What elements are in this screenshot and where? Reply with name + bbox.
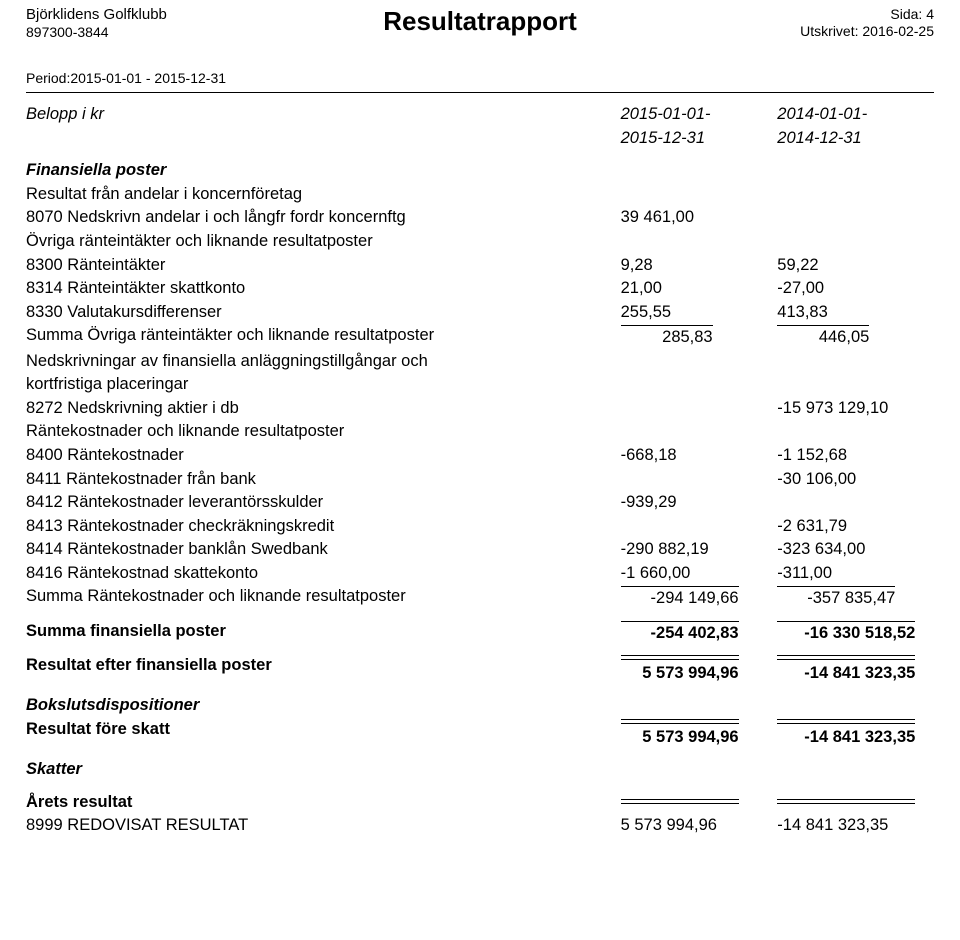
col2-bot: 2015-12-31 xyxy=(621,127,778,151)
row-val-b: -1 152,68 xyxy=(777,444,934,468)
row-label: 8411 Räntekostnader från bank xyxy=(26,467,621,491)
row-val-b: -30 106,00 xyxy=(777,467,934,491)
row-val-b: 413,83 xyxy=(777,300,934,324)
table-row: 8330 Valutakursdifferenser 255,55 413,83 xyxy=(26,300,934,324)
table-row: 8070 Nedskrivn andelar i och långfr ford… xyxy=(26,206,934,230)
header-right: Sida: 4 Utskrivet: 2016-02-25 xyxy=(800,6,934,40)
table-row: Räntekostnader och liknande resultatpost… xyxy=(26,420,934,444)
rule-cell xyxy=(777,790,934,814)
row-val-a: 5 573 994,96 xyxy=(621,718,778,750)
row-val-b: -311,00 xyxy=(777,561,934,585)
row-val-b: -14 841 323,35 xyxy=(777,718,934,750)
section-dispositions: Bokslutsdispositioner xyxy=(26,694,621,718)
table-row-result-heading: Årets resultat xyxy=(26,790,934,814)
row-val-b: -27,00 xyxy=(777,277,934,301)
table-row: 8412 Räntekostnader leverantörsskulder -… xyxy=(26,491,934,515)
column-header-row-2: 2015-12-31 2014-12-31 xyxy=(26,127,934,151)
table-row: Övriga ränteintäkter och liknande result… xyxy=(26,230,934,254)
table-row: 8416 Räntekostnad skattekonto -1 660,00 … xyxy=(26,561,934,585)
table-row: kortfristiga placeringar xyxy=(26,373,934,397)
table-row: 8413 Räntekostnader checkräkningskredit … xyxy=(26,514,934,538)
table-row: 8400 Räntekostnader -668,18 -1 152,68 xyxy=(26,444,934,468)
header-separator xyxy=(26,92,934,93)
table-row: 8414 Räntekostnader banklån Swedbank -29… xyxy=(26,538,934,562)
row-val-a: 285,83 xyxy=(621,324,778,350)
row-label: 8416 Räntekostnad skattekonto xyxy=(26,561,621,585)
row-val-b: -14 841 323,35 xyxy=(777,654,934,686)
table-row-sum: Summa Räntekostnader och liknande result… xyxy=(26,585,934,611)
period-range: Period:2015-01-01 - 2015-12-31 xyxy=(26,70,934,86)
col3-top: 2014-01-01- xyxy=(777,103,934,127)
table-row: 8272 Nedskrivning aktier i db -15 973 12… xyxy=(26,397,934,421)
row-label: 8413 Räntekostnader checkräkningskredit xyxy=(26,514,621,538)
section-heading: Bokslutsdispositioner xyxy=(26,694,934,718)
row-val-a: -254 402,83 xyxy=(621,619,778,645)
table-row-sum: Summa Övriga ränteintäkter och liknande … xyxy=(26,324,934,350)
row-val-a: 255,55 xyxy=(621,300,778,324)
row-val-a: -294 149,66 xyxy=(621,585,778,611)
row-label: 8314 Ränteintäkter skattkonto xyxy=(26,277,621,301)
row-val-a: -668,18 xyxy=(621,444,778,468)
row-label: 8070 Nedskrivn andelar i och långfr ford… xyxy=(26,206,621,230)
row-label: Summa Räntekostnader och liknande result… xyxy=(26,585,621,611)
section-heading: Finansiella poster xyxy=(26,159,934,183)
report-title: Resultatrapport xyxy=(26,6,934,37)
table-row: Nedskrivningar av finansiella anläggning… xyxy=(26,349,934,373)
row-val-a: 5 573 994,96 xyxy=(621,654,778,686)
table-row: 8300 Ränteintäkter 9,28 59,22 xyxy=(26,253,934,277)
section-taxes: Skatter xyxy=(26,758,621,782)
row-label: Summa Övriga ränteintäkter och liknande … xyxy=(26,324,621,350)
report-table: Belopp i kr 2015-01-01- 2014-01-01- 2015… xyxy=(26,103,934,837)
row-val-a: 39 461,00 xyxy=(621,206,778,230)
row-label: Räntekostnader och liknande resultatpost… xyxy=(26,420,621,444)
row-val-b: -16 330 518,52 xyxy=(777,619,934,645)
page-header: Björklidens Golfklubb 897300-3844 Result… xyxy=(26,6,934,66)
table-row: 8314 Ränteintäkter skattkonto 21,00 -27,… xyxy=(26,277,934,301)
row-val-a: -1 660,00 xyxy=(621,561,778,585)
row-val-a: 21,00 xyxy=(621,277,778,301)
report-page: Björklidens Golfklubb 897300-3844 Result… xyxy=(0,0,960,855)
row-val-a: 9,28 xyxy=(621,253,778,277)
row-val-b: -357 835,47 xyxy=(777,585,934,611)
column-header-row: Belopp i kr 2015-01-01- 2014-01-01- xyxy=(26,103,934,127)
row-val-b: -14 841 323,35 xyxy=(777,814,934,838)
section-heading: Skatter xyxy=(26,758,934,782)
row-label: Övriga ränteintäkter och liknande result… xyxy=(26,230,621,254)
row-label: 8412 Räntekostnader leverantörsskulder xyxy=(26,491,621,515)
row-val-b: -2 631,79 xyxy=(777,514,934,538)
row-label: 8999 REDOVISAT RESULTAT xyxy=(26,814,621,838)
row-val-a: -939,29 xyxy=(621,491,778,515)
col2-top: 2015-01-01- xyxy=(621,103,778,127)
row-val-b: -15 973 129,10 xyxy=(777,397,934,421)
col3-bot: 2014-12-31 xyxy=(777,127,934,151)
row-label: 8400 Räntekostnader xyxy=(26,444,621,468)
row-val-b: 59,22 xyxy=(777,253,934,277)
row-label: Summa finansiella poster xyxy=(26,619,621,645)
row-label: 8300 Ränteintäkter xyxy=(26,253,621,277)
row-val-b: -323 634,00 xyxy=(777,538,934,562)
row-val-a: 5 573 994,96 xyxy=(621,814,778,838)
table-row: 8411 Räntekostnader från bank -30 106,00 xyxy=(26,467,934,491)
amounts-label: Belopp i kr xyxy=(26,103,621,127)
table-row-sum-bold: Summa finansiella poster -254 402,83 -16… xyxy=(26,619,934,645)
row-label: 8414 Räntekostnader banklån Swedbank xyxy=(26,538,621,562)
row-label: kortfristiga placeringar xyxy=(26,373,621,397)
row-label: 8272 Nedskrivning aktier i db xyxy=(26,397,621,421)
row-label: Resultat från andelar i koncernföretag xyxy=(26,182,621,206)
row-val-b: 446,05 xyxy=(777,324,934,350)
table-row: Resultat från andelar i koncernföretag xyxy=(26,182,934,206)
row-label: Resultat efter finansiella poster xyxy=(26,654,621,686)
table-row-result: Resultat efter finansiella poster 5 573 … xyxy=(26,654,934,686)
row-label: 8330 Valutakursdifferenser xyxy=(26,300,621,324)
table-row: 8999 REDOVISAT RESULTAT 5 573 994,96 -14… xyxy=(26,814,934,838)
row-val-a: -290 882,19 xyxy=(621,538,778,562)
printed-date: Utskrivet: 2016-02-25 xyxy=(800,23,934,40)
row-label: Årets resultat xyxy=(26,790,621,814)
rule-cell xyxy=(621,790,778,814)
section-financial-items: Finansiella poster xyxy=(26,159,621,183)
row-label: Resultat före skatt xyxy=(26,718,621,750)
page-number: Sida: 4 xyxy=(800,6,934,23)
row-label: Nedskrivningar av finansiella anläggning… xyxy=(26,349,621,373)
table-row-result: Resultat före skatt 5 573 994,96 -14 841… xyxy=(26,718,934,750)
